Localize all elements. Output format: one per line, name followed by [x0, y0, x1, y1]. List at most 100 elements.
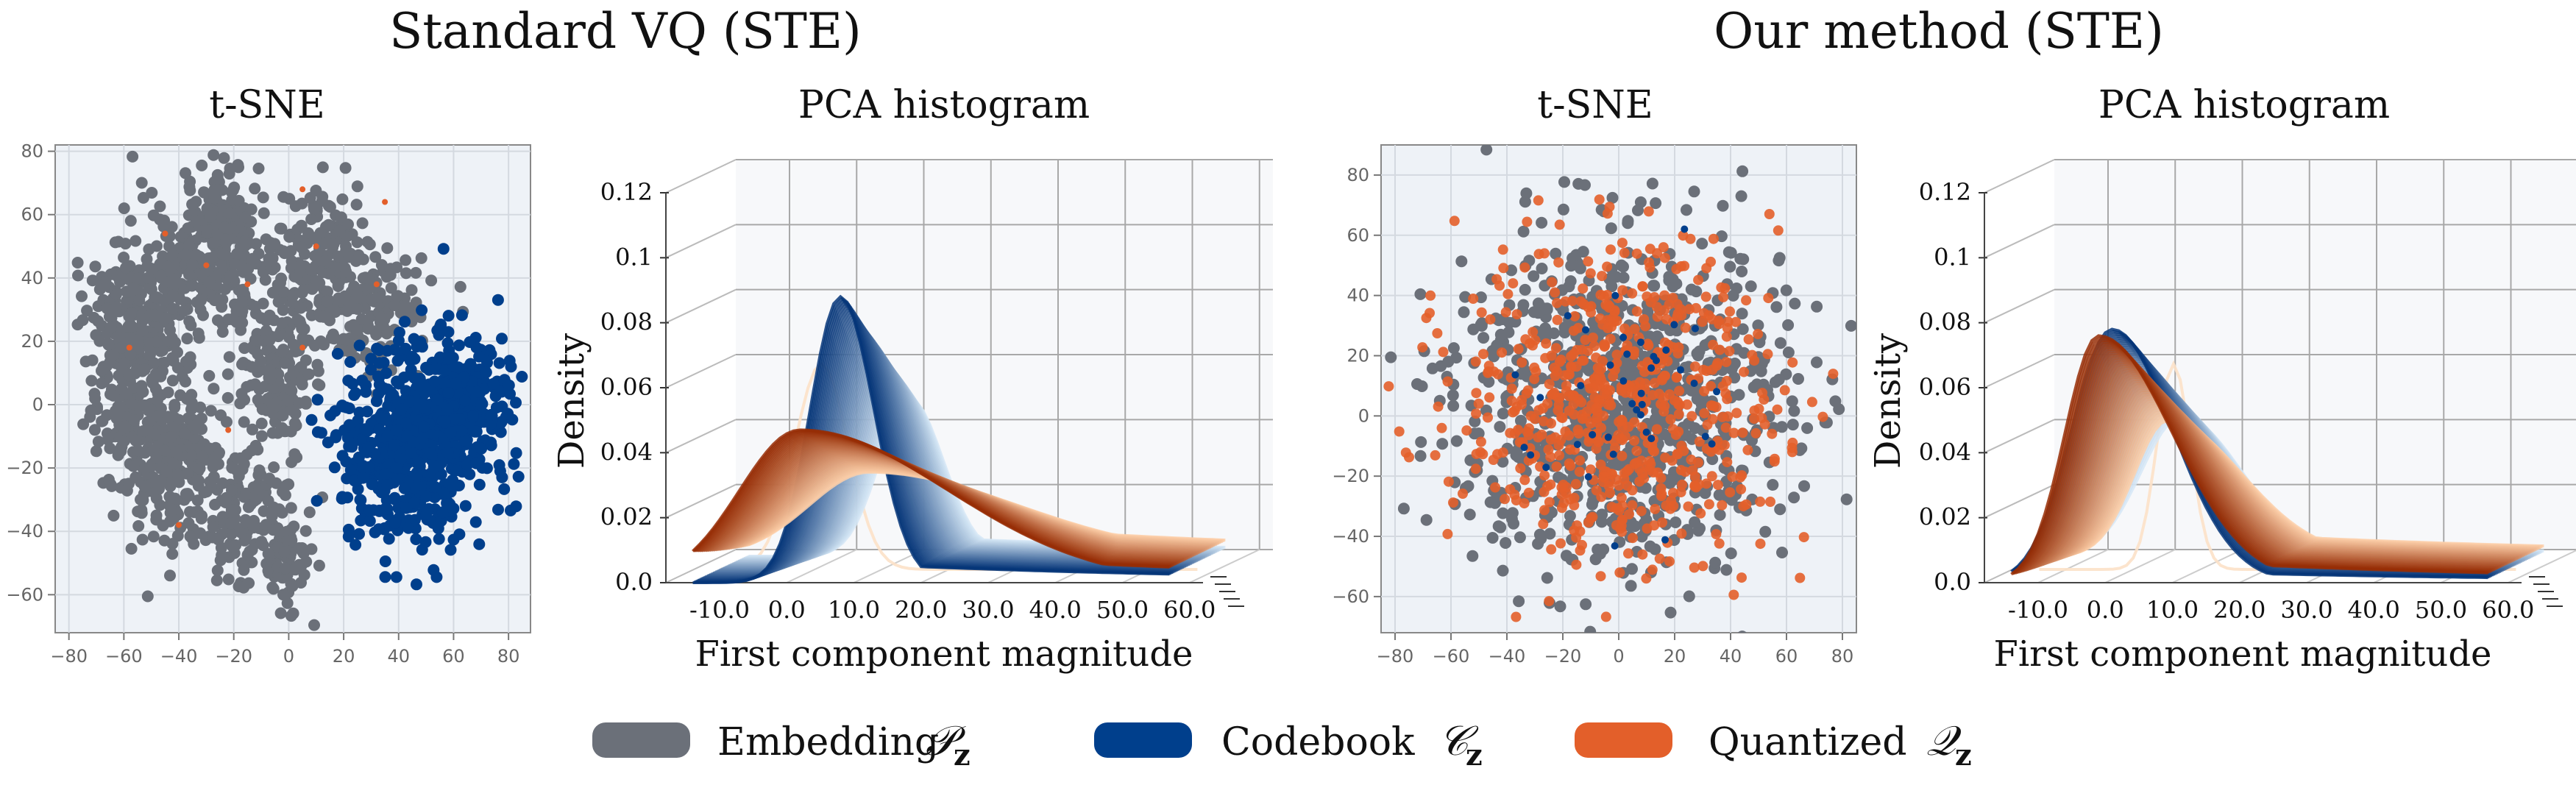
tsne-point-quantized [1697, 561, 1709, 572]
tsne-point-embedding [369, 251, 382, 263]
tsne-point-quantized [1722, 411, 1734, 422]
tsne-point-codebook [322, 436, 334, 449]
tsne-point-quantized [1617, 514, 1628, 525]
tsne-point-codebook [475, 442, 488, 455]
tsne-point-embedding [321, 295, 333, 308]
tsne-point-embedding [308, 264, 320, 277]
tsne-point-embedding [124, 215, 137, 227]
tsne-point-codebook [399, 316, 411, 328]
tsne-point-quantized [1703, 499, 1714, 510]
tsne-point-embedding [131, 334, 143, 347]
pca-xlabel-1: First component magnitude [695, 633, 1193, 675]
tsne-point-embedding [266, 581, 279, 594]
tsne-point-quantized [1680, 322, 1691, 333]
tsne-point-embedding [150, 291, 163, 304]
tsne-point-embedding [149, 309, 162, 322]
tsne-point-embedding [246, 444, 258, 457]
tsne-point-embedding [238, 416, 250, 428]
tsne-point-quantized [1513, 344, 1524, 355]
tsne-point-embedding [180, 167, 191, 180]
tsne-point-embedding [182, 467, 194, 480]
tsne-point-embedding [215, 541, 227, 554]
tsne-point-quantized [1538, 519, 1549, 530]
tsne-point-embedding [398, 305, 411, 317]
tsne-point-codebook [1527, 451, 1535, 459]
tsne-series-codebook [305, 243, 528, 591]
tsne-point-quantized [1659, 337, 1670, 348]
tsne-point-embedding [263, 566, 275, 579]
tsne-point-quantized [1555, 538, 1566, 549]
tsne-point-codebook [512, 470, 525, 483]
tsne-ytick-label: 40 [1346, 285, 1369, 306]
tsne-point-quantized [1585, 268, 1596, 279]
legend-label-codebook: Codebook [1221, 720, 1415, 764]
tsne-point-embedding [221, 368, 234, 380]
tsne-point-codebook [1584, 473, 1592, 481]
tsne-point-embedding [280, 246, 292, 258]
tsne-point-embedding [216, 326, 229, 338]
tsne-point-quantized [1574, 466, 1585, 477]
tsne-point-quantized [1478, 349, 1489, 360]
tsne-point-quantized [1533, 195, 1544, 206]
tsne-point-quantized [1570, 478, 1581, 489]
tsne-point-codebook [1609, 450, 1617, 458]
tsne-point-embedding [385, 282, 397, 294]
tsne-point-codebook [1661, 536, 1669, 544]
tsne-point-codebook [416, 341, 428, 353]
tsne-point-embedding [355, 313, 368, 325]
tsne-point-embedding [236, 305, 249, 317]
tsne-point-quantized [1519, 475, 1530, 486]
tsne-point-codebook [330, 429, 342, 441]
tsne-point-quantized [1627, 288, 1638, 299]
pca-side-gridline [1984, 224, 2055, 259]
tsne-point-quantized [1591, 402, 1602, 413]
tsne-point-quantized [1652, 311, 1663, 322]
tsne-point-codebook [391, 462, 403, 474]
tsne-point-embedding [1667, 474, 1680, 486]
tsne-point-quantized [1664, 556, 1675, 567]
tsne-point-embedding [1466, 550, 1479, 562]
tsne-point-embedding [1736, 266, 1748, 277]
tsne-point-embedding [1727, 289, 1739, 302]
tsne-point-embedding [318, 310, 330, 323]
tsne-point-quantized [1550, 343, 1561, 354]
tsne-point-quantized [1658, 242, 1669, 253]
tsne-point-quantized [1580, 335, 1591, 345]
tsne-point-quantized [1564, 430, 1575, 441]
tsne-point-quantized [1539, 470, 1550, 481]
tsne-xtick-label: 60 [442, 646, 465, 667]
tsne-point-quantized [1597, 356, 1608, 366]
pca-ytick-label: 0.08 [1919, 308, 1971, 336]
tsne-point-embedding [238, 581, 250, 594]
tsne-point-embedding [1728, 358, 1741, 369]
tsne-point-quantized [1773, 225, 1784, 236]
tsne-point-embedding [1759, 525, 1772, 538]
tsne-point-quantized [1686, 411, 1697, 422]
tsne-point-embedding [268, 461, 280, 474]
tsne-point-embedding [279, 562, 291, 575]
tsne-point-embedding [138, 480, 151, 493]
tsne-point-embedding [1735, 190, 1748, 202]
tsne-point-quantized [1595, 571, 1606, 582]
tsne-point-quantized [1598, 471, 1609, 482]
tsne-point-embedding [1625, 580, 1637, 592]
pca-ytick-label: 0.0 [615, 568, 653, 596]
tsne-point-quantized [1806, 397, 1817, 408]
tsne-point-quantized [1586, 301, 1597, 312]
legend-label-embedding: Embedding [717, 720, 939, 764]
tsne-point-embedding [1693, 345, 1706, 358]
tsne-point-embedding [1477, 332, 1490, 344]
tsne-point-codebook [495, 416, 508, 428]
tsne-ytick-label: 20 [21, 331, 43, 352]
tsne-point-embedding [163, 276, 175, 288]
tsne-point-quantized [1636, 505, 1647, 516]
tsne-point-embedding [167, 289, 179, 302]
tsne-point-embedding [1683, 590, 1695, 603]
tsne-point-embedding [81, 305, 93, 317]
tsne-point-quantized [1596, 491, 1607, 502]
tsne-point-embedding [362, 272, 375, 285]
tsne-point-embedding [230, 316, 243, 328]
tsne-point-quantized [1449, 216, 1460, 227]
tsne-point-codebook [470, 457, 483, 469]
tsne-point-embedding [205, 405, 217, 417]
